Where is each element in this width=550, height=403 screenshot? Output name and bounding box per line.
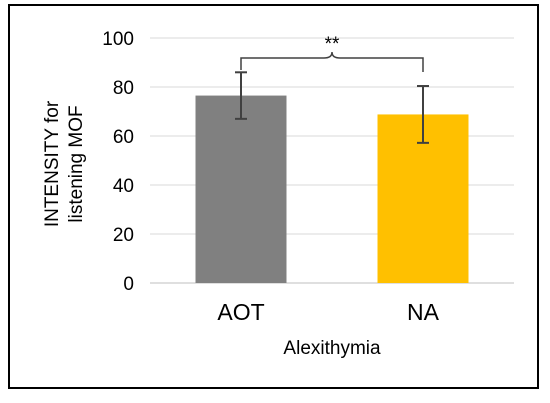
- significance-bracket-line: [240, 51, 424, 72]
- y-tick-label: 40: [113, 176, 134, 197]
- x-tick-labels: AOT NA: [217, 299, 439, 325]
- y-tick-label: 80: [113, 78, 134, 99]
- y-axis-title: INTENSITY for listening MOF: [42, 100, 87, 227]
- significance-label: **: [325, 34, 340, 55]
- y-tick-label: 0: [123, 274, 134, 295]
- error-bars: [235, 71, 429, 144]
- x-tick-label-na: NA: [407, 299, 440, 325]
- x-tick-label-aot: AOT: [217, 299, 264, 325]
- y-tick-label: 60: [113, 127, 134, 148]
- bar-aot: [195, 95, 287, 283]
- y-axis-title-line-2: listening MOF: [66, 105, 87, 222]
- y-tick-labels: 0 20 40 60 80 100: [102, 29, 134, 295]
- y-tick-label: 100: [102, 29, 134, 50]
- x-axis-title: Alexithymia: [283, 338, 381, 359]
- y-tick-label: 20: [113, 225, 134, 246]
- significance-bracket: **: [240, 34, 424, 72]
- y-axis-title-line-1: INTENSITY for: [42, 100, 63, 227]
- bars: [195, 95, 469, 283]
